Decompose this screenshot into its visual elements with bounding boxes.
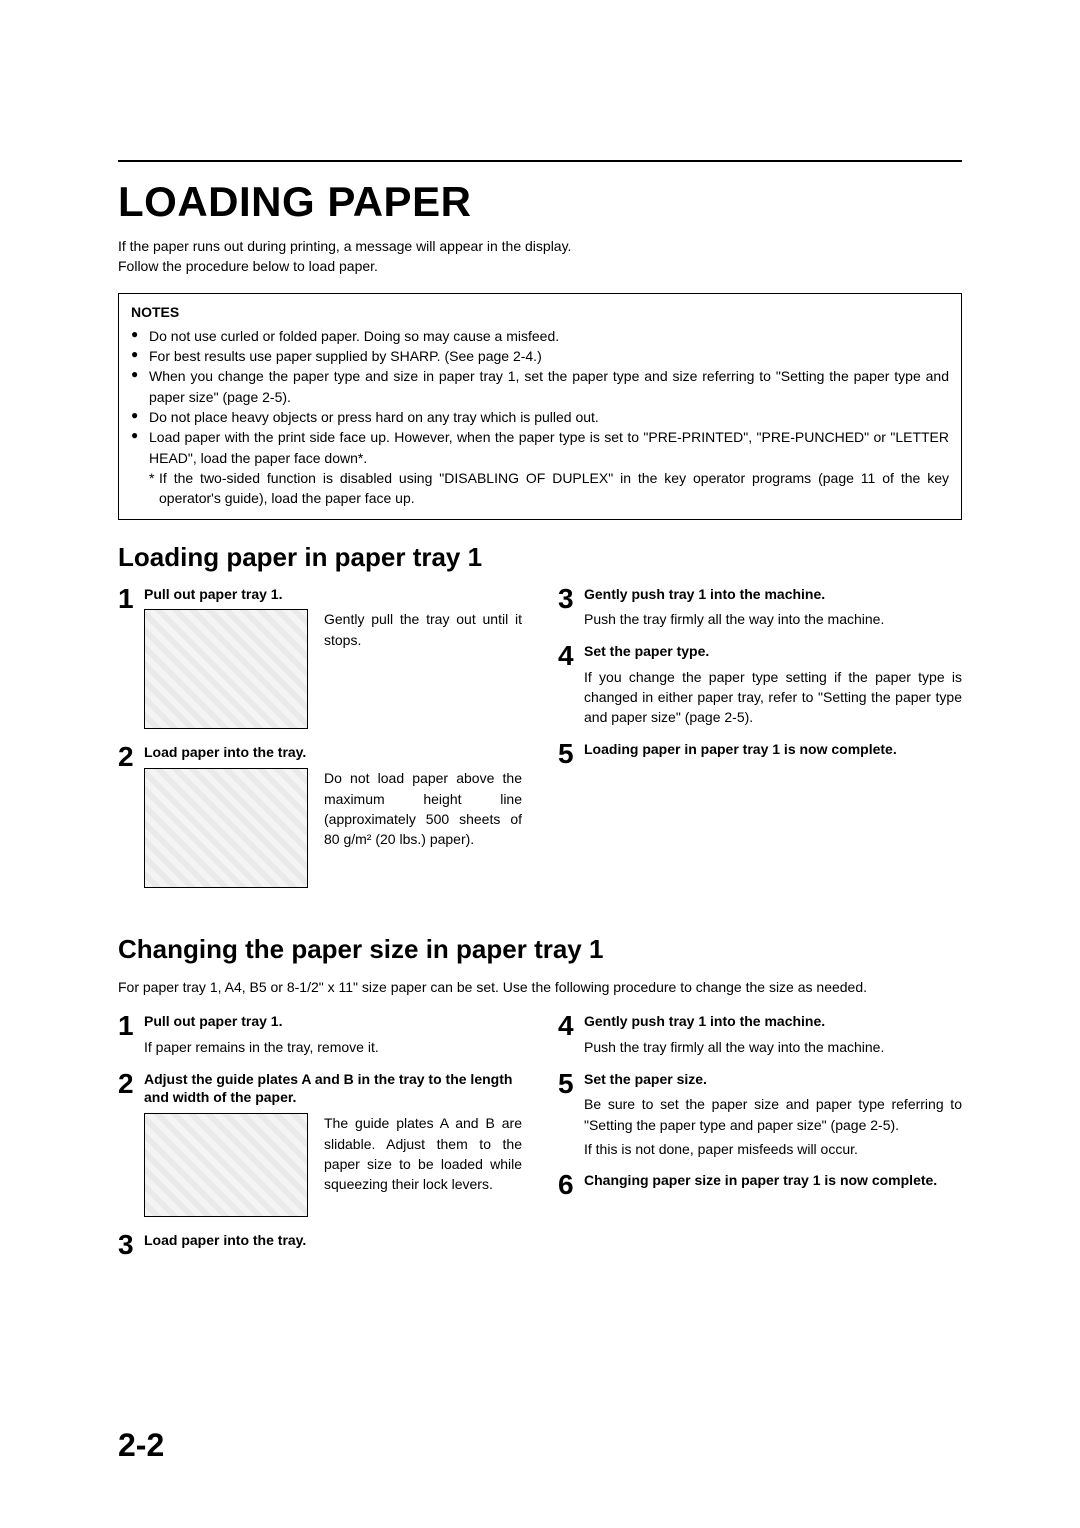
step-number: 3 xyxy=(558,585,584,630)
step-number: 1 xyxy=(118,1012,144,1057)
section-heading-1: Loading paper in paper tray 1 xyxy=(118,542,962,573)
guide-plate-illustration xyxy=(144,1113,308,1217)
step-title: Adjust the guide plates A and B in the t… xyxy=(144,1070,522,1108)
notes-item: When you change the paper type and size … xyxy=(131,366,949,407)
step-title: Set the paper type. xyxy=(584,642,962,661)
step-number: 1 xyxy=(118,585,144,730)
step-number: 3 xyxy=(118,1231,144,1259)
s2-step3: 3 Load paper into the tray. xyxy=(118,1231,522,1259)
notes-box: NOTES Do not use curled or folded paper.… xyxy=(118,293,962,520)
section2-columns: 1 Pull out paper tray 1. If paper remain… xyxy=(118,1012,962,1271)
step-number: 5 xyxy=(558,1070,584,1160)
section2-intro: For paper tray 1, A4, B5 or 8-1/2" x 11"… xyxy=(118,977,962,998)
step-desc: If this is not done, paper misfeeds will… xyxy=(584,1139,962,1159)
step-desc: The guide plates A and B are slidable. A… xyxy=(324,1113,522,1194)
section1-left-col: 1 Pull out paper tray 1. Gently pull the… xyxy=(118,585,522,901)
s2-step5: 5 Set the paper size. Be sure to set the… xyxy=(558,1070,962,1160)
s1-step2: 2 Load paper into the tray. Do not load … xyxy=(118,743,522,888)
s1-step1: 1 Pull out paper tray 1. Gently pull the… xyxy=(118,585,522,730)
step-desc: Push the tray firmly all the way into th… xyxy=(584,1037,962,1057)
notes-item: For best results use paper supplied by S… xyxy=(131,346,949,366)
step-number: 6 xyxy=(558,1171,584,1199)
intro-line-1: If the paper runs out during printing, a… xyxy=(118,236,962,256)
section2-right-col: 4 Gently push tray 1 into the machine. P… xyxy=(558,1012,962,1271)
s2-step4: 4 Gently push tray 1 into the machine. P… xyxy=(558,1012,962,1057)
step-desc: If paper remains in the tray, remove it. xyxy=(144,1037,522,1057)
tray-illustration-1 xyxy=(144,609,308,729)
step-number: 2 xyxy=(118,1070,144,1218)
step-number: 2 xyxy=(118,743,144,888)
step-number: 5 xyxy=(558,740,584,768)
s2-step2: 2 Adjust the guide plates A and B in the… xyxy=(118,1070,522,1218)
step-title: Load paper into the tray. xyxy=(144,1231,522,1250)
s2-step6: 6 Changing paper size in paper tray 1 is… xyxy=(558,1171,962,1199)
s1-step5: 5 Loading paper in paper tray 1 is now c… xyxy=(558,740,962,768)
section2-left-col: 1 Pull out paper tray 1. If paper remain… xyxy=(118,1012,522,1271)
step-title: Changing paper size in paper tray 1 is n… xyxy=(584,1171,962,1190)
step-title: Load paper into the tray. xyxy=(144,743,522,762)
step-number: 4 xyxy=(558,1012,584,1057)
section-heading-2: Changing the paper size in paper tray 1 xyxy=(118,934,962,965)
step-title: Gently push tray 1 into the machine. xyxy=(584,585,962,604)
top-rule xyxy=(118,160,962,162)
step-desc: Gently pull the tray out until it stops. xyxy=(324,609,522,650)
section1-columns: 1 Pull out paper tray 1. Gently pull the… xyxy=(118,585,962,901)
step-title: Pull out paper tray 1. xyxy=(144,1012,522,1031)
s1-step3: 3 Gently push tray 1 into the machine. P… xyxy=(558,585,962,630)
notes-item: Do not use curled or folded paper. Doing… xyxy=(131,326,949,346)
s1-step4: 4 Set the paper type. If you change the … xyxy=(558,642,962,728)
tray-illustration-2 xyxy=(144,768,308,888)
notes-item: Load paper with the print side face up. … xyxy=(131,427,949,468)
notes-item: Do not place heavy objects or press hard… xyxy=(131,407,949,427)
intro-line-2: Follow the procedure below to load paper… xyxy=(118,256,962,276)
notes-footnote: If the two-sided function is disabled us… xyxy=(131,468,949,509)
notes-list: Do not use curled or folded paper. Doing… xyxy=(131,326,949,509)
step-desc: Do not load paper above the maximum heig… xyxy=(324,768,522,849)
step-desc: If you change the paper type setting if … xyxy=(584,667,962,728)
step-number: 4 xyxy=(558,642,584,728)
step-title: Gently push tray 1 into the machine. xyxy=(584,1012,962,1031)
step-desc: Push the tray firmly all the way into th… xyxy=(584,609,962,629)
notes-heading: NOTES xyxy=(131,302,949,322)
manual-page: LOADING PAPER If the paper runs out duri… xyxy=(0,0,1080,1528)
page-number: 2-2 xyxy=(118,1427,164,1464)
step-title: Loading paper in paper tray 1 is now com… xyxy=(584,740,962,759)
section1-right-col: 3 Gently push tray 1 into the machine. P… xyxy=(558,585,962,901)
intro-text: If the paper runs out during printing, a… xyxy=(118,236,962,277)
s2-step1: 1 Pull out paper tray 1. If paper remain… xyxy=(118,1012,522,1057)
page-title: LOADING PAPER xyxy=(118,178,962,226)
step-title: Set the paper size. xyxy=(584,1070,962,1089)
step-title: Pull out paper tray 1. xyxy=(144,585,522,604)
step-desc: Be sure to set the paper size and paper … xyxy=(584,1094,962,1135)
